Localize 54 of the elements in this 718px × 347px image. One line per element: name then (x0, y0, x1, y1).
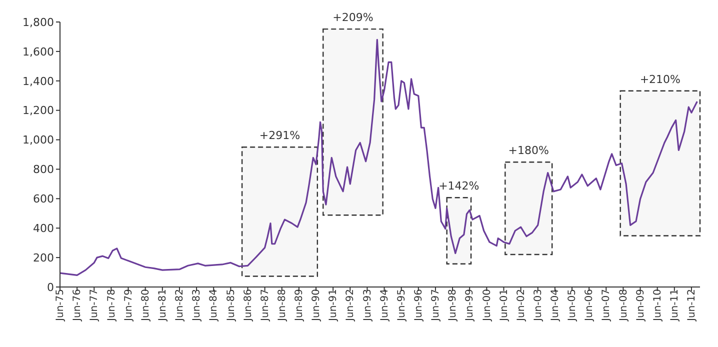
x-tick-label: Jun-10 (652, 289, 664, 322)
x-tick-label: Jun-09 (635, 289, 646, 322)
x-tick-label: Jun-93 (362, 289, 374, 322)
x-tick-label: Jun-83 (192, 289, 203, 322)
y-tick-label: 1,800 (22, 16, 54, 29)
line-series (60, 38, 698, 276)
y-tick-label: 800 (33, 163, 54, 176)
x-tick-label: Jun-78 (106, 289, 118, 322)
x-tick-label: Jun-12 (686, 289, 698, 322)
x-tick-label: Jun-95 (396, 289, 408, 322)
x-tick-label: Jun-89 (294, 289, 306, 322)
x-tick-label: Jun-90 (311, 289, 322, 322)
x-tick-label: Jun-02 (516, 289, 527, 322)
x-tick-label: Jun-03 (532, 289, 544, 322)
x-tick-label: Jun-99 (464, 289, 476, 322)
x-tick-label: Jun-08 (618, 289, 630, 322)
x-tick-label: Jun-94 (379, 289, 390, 322)
y-tick-label: 1,200 (22, 104, 54, 118)
y-tick-label: 400 (33, 222, 54, 236)
x-tick-label: Jun-04 (550, 289, 562, 322)
x-tick-label: Jun-92 (345, 289, 356, 322)
x-tick-label: Jun-07 (601, 289, 612, 322)
x-tick-label: Jun-85 (226, 289, 237, 322)
band-label: +209% (332, 11, 374, 24)
x-tick-label: Jun-79 (123, 289, 134, 322)
x-tick-label: Jun-82 (174, 289, 186, 322)
x-tick-label: Jun-86 (242, 289, 254, 322)
y-tick-label: 0 (47, 280, 54, 294)
band-label: +142% (438, 180, 480, 193)
x-tick-label: Jun-80 (140, 289, 152, 322)
y-tick-label: 1,400 (22, 74, 54, 88)
x-tick-label: Jun-97 (430, 289, 442, 322)
y-tick-label: 1,000 (22, 134, 54, 147)
x-tick-label: Jun-96 (414, 289, 424, 322)
band-label: +210% (640, 72, 681, 86)
x-tick-label: Jun-05 (567, 289, 578, 322)
y-tick-label: 600 (33, 192, 54, 206)
y-tick-label: 200 (33, 251, 54, 264)
x-tick-label: Jun-00 (482, 289, 493, 322)
x-tick-label: Jun-01 (498, 289, 510, 322)
x-tick-label: Jun-84 (208, 289, 220, 322)
x-tick-label: Jun-76 (72, 289, 84, 322)
x-tick-label: Jun-87 (260, 289, 271, 322)
x-tick-label: Jun-77 (89, 289, 100, 322)
band-label: +291% (259, 129, 300, 142)
band-label: +180% (508, 144, 549, 158)
y-tick-label: 1,600 (22, 45, 54, 58)
x-tick-label: Jun-81 (158, 289, 168, 322)
x-tick-label: Jun-98 (448, 289, 459, 322)
x-tick-label: Jun-91 (328, 289, 340, 322)
x-tick-label: Jun-75 (55, 289, 66, 322)
x-tick-label: Jun-11 (670, 289, 680, 322)
x-tick-label: Jun-88 (276, 289, 288, 322)
x-tick-label: Jun-06 (584, 289, 596, 322)
